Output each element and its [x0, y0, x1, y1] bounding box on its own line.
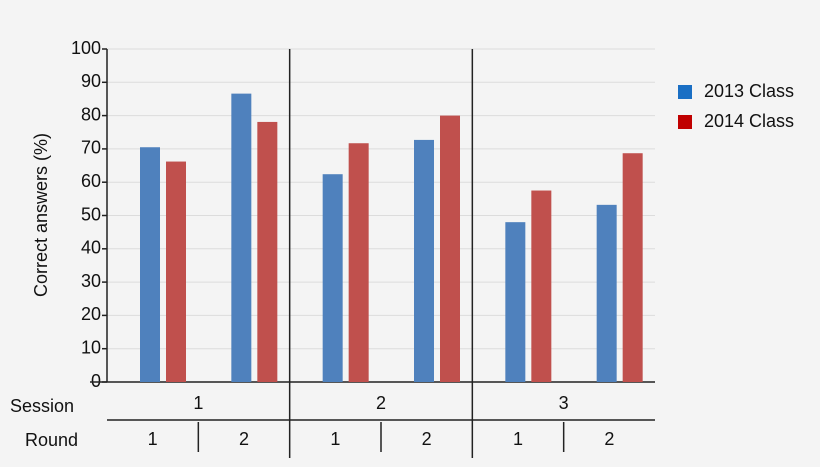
session-title: Session [10, 396, 74, 416]
bar [231, 93, 252, 382]
bar [257, 121, 278, 382]
round-label: 2 [422, 429, 432, 449]
session-label: 1 [193, 393, 203, 413]
y-tick-label: 30 [81, 271, 101, 291]
y-tick-label: 60 [81, 171, 101, 191]
y-tick-label: 70 [81, 138, 101, 158]
y-tick-label: 80 [81, 104, 101, 124]
session-label: 2 [376, 393, 386, 413]
round-label: 2 [604, 429, 614, 449]
bar [348, 143, 369, 382]
bar [596, 204, 617, 382]
y-tick-label: 0 [91, 371, 101, 391]
round-label: 2 [239, 429, 249, 449]
legend-swatch [678, 85, 692, 99]
y-axis-label: Correct answers (%) [31, 133, 51, 297]
round-label: 1 [148, 429, 158, 449]
round-label: 1 [513, 429, 523, 449]
y-tick-label: 10 [81, 337, 101, 357]
bar [531, 190, 552, 382]
legend-label: 2013 Class [704, 81, 794, 101]
y-tick-label: 90 [81, 71, 101, 91]
bar [322, 174, 343, 382]
round-title: Round [25, 430, 78, 450]
bar [440, 115, 460, 382]
y-tick-label: 100 [71, 38, 101, 58]
bar [505, 222, 526, 382]
y-tick-label: 40 [81, 238, 101, 258]
bar [140, 147, 160, 382]
y-tick-label: 50 [81, 204, 101, 224]
round-label: 1 [330, 429, 340, 449]
legend-label: 2014 Class [704, 111, 794, 131]
session-label: 3 [559, 393, 569, 413]
legend-swatch [678, 115, 692, 129]
bar [166, 161, 186, 382]
y-tick-label: 20 [81, 304, 101, 324]
bar [622, 153, 643, 382]
bar [414, 139, 434, 382]
